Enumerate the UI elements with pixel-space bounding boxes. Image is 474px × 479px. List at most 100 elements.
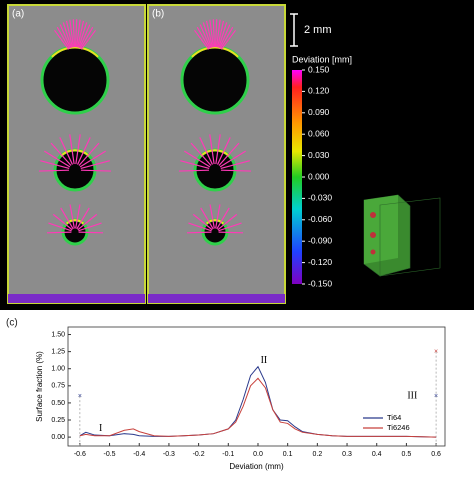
- deviation-vector: [50, 142, 72, 166]
- deviation-vector: [69, 19, 75, 48]
- deviation-vector: [215, 19, 221, 48]
- deviation-vector: [209, 134, 215, 165]
- hole-rim: [205, 219, 225, 225]
- deviation-vector: [220, 169, 252, 172]
- deviation-vector: [77, 213, 98, 231]
- x-tick-label: 0.4: [372, 451, 382, 458]
- deviation-vector: [194, 29, 210, 50]
- hole-rim: [60, 149, 90, 157]
- x-tick-label: -0.2: [193, 451, 205, 458]
- deviation-vector: [196, 26, 210, 49]
- deviation-vector: [65, 20, 73, 48]
- deviation-vector: [76, 137, 91, 165]
- deviation-vector: [199, 137, 214, 165]
- hole-rim: [51, 46, 99, 58]
- deviation-vector: [80, 160, 110, 170]
- legend-label: Ti6246: [387, 423, 410, 432]
- y-tick-label: 0.75: [51, 383, 65, 390]
- deviation-vector: [218, 22, 228, 48]
- colorbar-tick-label: 0.120: [308, 86, 330, 96]
- deviation-vector: [220, 29, 236, 50]
- deviation-vector: [186, 231, 212, 234]
- chart: 0.00 0.25 0.50 0.75 1.00 1.25 1.50 -0.6 -0.5 -0.4…: [35, 326, 446, 471]
- colorbar-tick-label: -0.030: [308, 193, 332, 203]
- deviation-vector: [48, 222, 72, 232]
- deviation-vector: [180, 160, 210, 170]
- annotation: III: [407, 390, 417, 401]
- deviation-vector: [76, 207, 90, 230]
- colorbar-tick-label: -0.060: [308, 214, 332, 224]
- y-tick-label: 1.00: [51, 366, 65, 373]
- deviation-vector: [220, 160, 250, 170]
- plot-frame: [67, 326, 446, 447]
- y-tick-label: 0.00: [51, 434, 65, 441]
- deviation-vector: [218, 222, 242, 232]
- annotation: II: [261, 355, 268, 366]
- deviation-vector: [75, 204, 81, 229]
- deviation-vector: [80, 169, 112, 172]
- colorbar-tick-label: 0.060: [308, 128, 330, 138]
- deviation-vector: [178, 169, 210, 172]
- deviation-vector: [216, 207, 230, 230]
- panel-label: (b): [152, 9, 164, 20]
- colorbar-tick-label: 0.030: [308, 150, 330, 160]
- deviation-vector: [59, 137, 74, 165]
- deviation-vector: [38, 169, 70, 172]
- x-tick-label: -0.5: [104, 451, 116, 458]
- deviation-vector: [217, 20, 225, 48]
- x-tick-label: 0.5: [402, 451, 412, 458]
- deviation-vector: [80, 26, 94, 49]
- deviation-vector: [188, 222, 212, 232]
- deviation-vector: [214, 19, 218, 48]
- end-marker: ×: [78, 393, 82, 400]
- deviation-vector: [75, 134, 81, 165]
- deviation-vector: [200, 207, 214, 230]
- y-tick-label: 0.25: [51, 417, 65, 424]
- x-tick-label: 0.0: [253, 451, 263, 458]
- panel-label: (c): [6, 318, 18, 329]
- deviation-vector: [69, 134, 75, 165]
- deviation-vector: [77, 20, 85, 48]
- colorbar-tick-label: 0.000: [308, 171, 330, 181]
- x-tick-label: 0.1: [283, 451, 293, 458]
- colorbar-tick-label: -0.120: [308, 257, 332, 267]
- deviation-vector: [46, 231, 72, 234]
- deviation-vector: [79, 24, 91, 49]
- hole-rim: [200, 149, 230, 157]
- end-marker: ×: [434, 393, 438, 400]
- legend-label: Ti64: [387, 413, 401, 422]
- deviation-vector: [78, 222, 102, 232]
- deviation-vector: [192, 213, 213, 231]
- x-tick-label: -0.3: [163, 451, 175, 458]
- annotation: I: [99, 423, 102, 434]
- 3d-view: [363, 194, 441, 277]
- colorbar-title: Deviation [mm]: [292, 54, 352, 64]
- x-tick-label: -0.4: [133, 451, 145, 458]
- deviation-vector: [54, 29, 70, 50]
- x-tick-label: -0.1: [222, 451, 234, 458]
- colorbar: [292, 70, 302, 284]
- deviation-vector: [216, 137, 231, 165]
- deviation-vector: [212, 19, 216, 48]
- y-axis-label: Surface fraction (%): [35, 351, 44, 422]
- deviation-vector: [184, 150, 211, 168]
- deviation-vector: [78, 231, 104, 234]
- deviation-vector: [199, 24, 211, 49]
- deviation-vector: [56, 26, 70, 49]
- series-line: [79, 377, 437, 438]
- deviation-vector: [220, 26, 234, 49]
- specimen-base: [8, 294, 145, 303]
- x-tick-label: 0.6: [431, 451, 441, 458]
- deviation-vector: [59, 24, 71, 49]
- deviation-vector: [72, 19, 76, 48]
- ct-panels: [7, 4, 286, 304]
- colorbar-tick-label: -0.150: [308, 278, 332, 288]
- x-tick-label: -0.6: [74, 451, 86, 458]
- hole-rim: [191, 46, 239, 58]
- deviation-vector: [44, 150, 71, 168]
- deviation-vector: [80, 29, 96, 50]
- deviation-vector: [209, 19, 215, 48]
- deviation-vector: [219, 24, 231, 49]
- x-axis-label: Deviation (mm): [229, 462, 284, 471]
